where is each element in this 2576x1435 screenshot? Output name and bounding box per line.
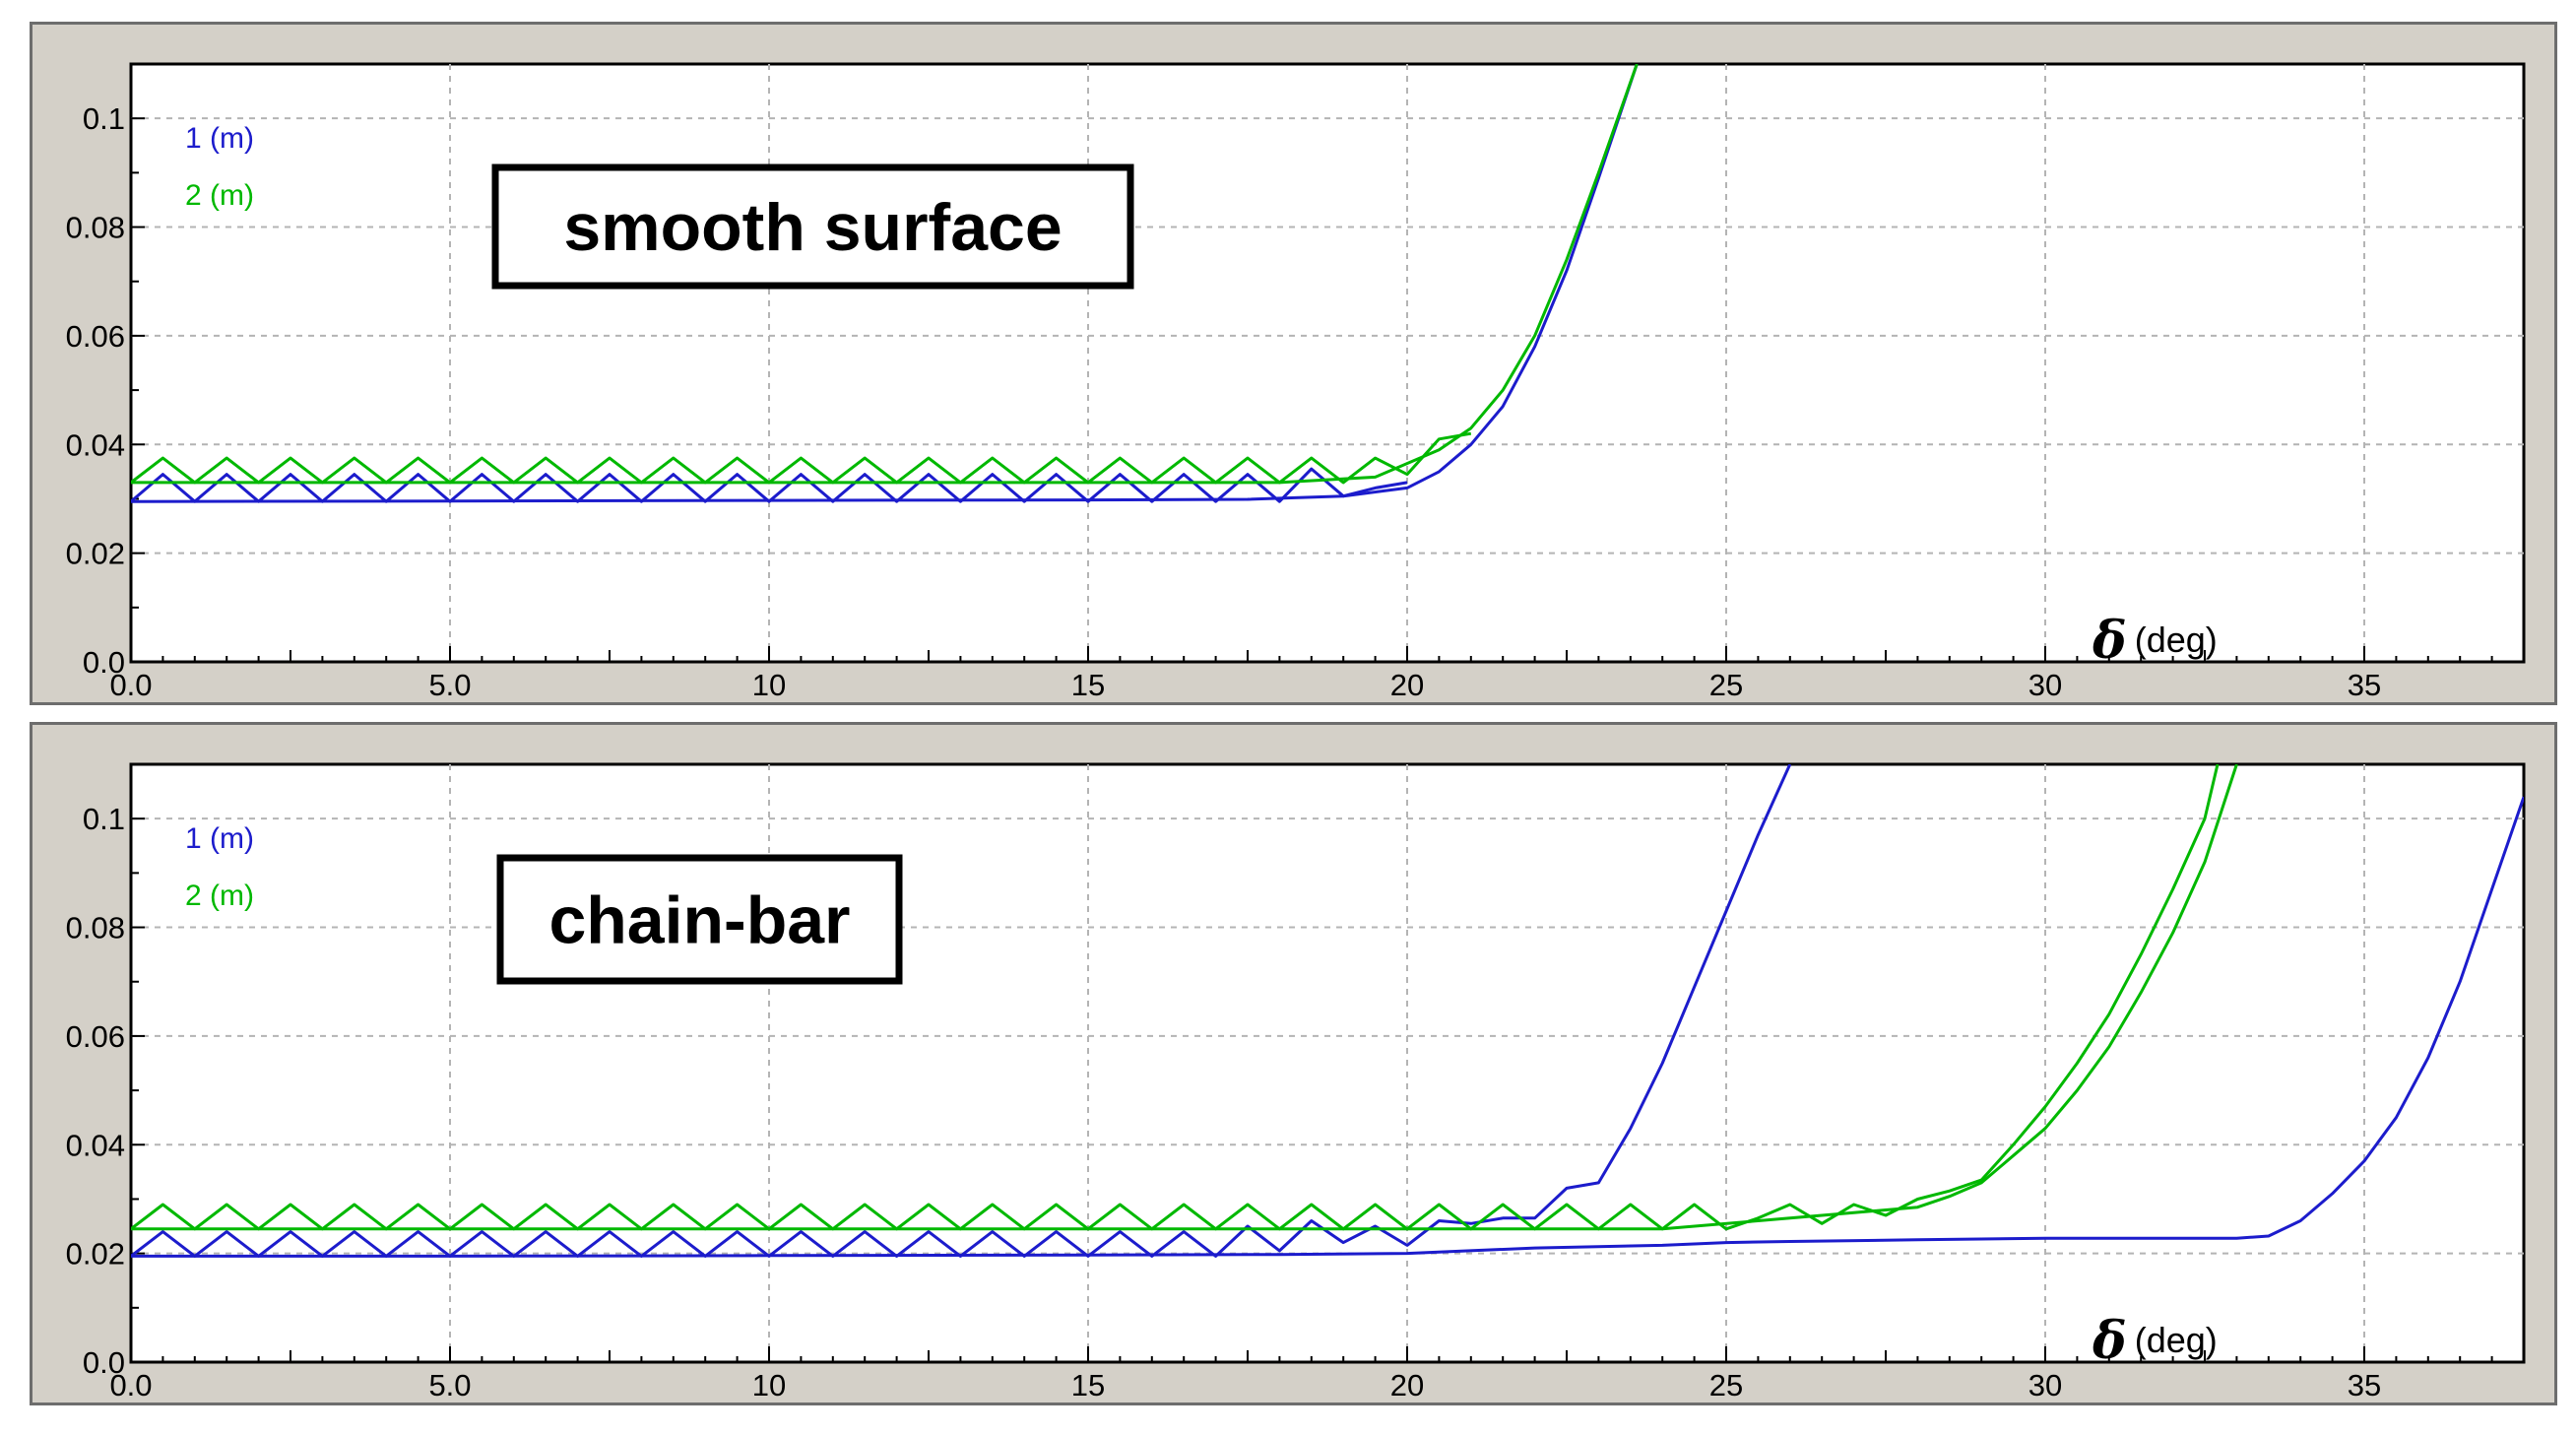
x-axis-label-unit: (deg) [2135,1320,2218,1360]
y-tick-label: 0.06 [66,319,125,354]
chart-panel-chain-bar: 0.0 5.0 10 15 20 25 30 35 0.0 0.02 0.04 0.06 0.08 0.1… [30,722,2557,1405]
legend-entry: 1 (m) [185,822,254,855]
x-tick-label: 30 [2029,668,2062,702]
x-tick-label: 5.0 [428,1368,471,1402]
plot-area [129,762,2526,1364]
x-tick-label: 10 [752,1368,786,1402]
y-tick-label: 0.0 [83,1345,125,1380]
plot-area [129,62,2526,664]
series-line [131,764,1792,1258]
series-line [131,64,1639,503]
x-tick-label: 15 [1071,1368,1105,1402]
chart-svg: 0.0 5.0 10 15 20 25 30 35 0.0 0.02 0.04 0.06 0.08 0.1… [66,762,2526,1402]
series-line [131,431,1472,485]
x-tick-label: 25 [1709,668,1743,702]
x-tick-label: 20 [1390,1368,1424,1402]
chart-title: chain-bar [548,883,850,958]
x-axis-label-symbol: δ [2092,611,2127,671]
x-tick-label: 25 [1709,1368,1743,1402]
y-tick-label: 0.02 [66,1237,125,1272]
series-line [131,764,2220,1231]
chart-svg: 0.0 5.0 10 15 20 25 30 35 0.0 0.02 0.04 0.06 0.08 0.1… [66,62,2526,702]
x-tick-label: 35 [2348,1368,2381,1402]
x-tick-label: 30 [2029,1368,2062,1402]
x-tick-label: 10 [752,668,786,702]
legend-entry: 1 (m) [185,122,254,155]
x-tick-label: 0.0 [109,668,152,702]
y-tick-label: 0.02 [66,537,125,571]
y-tick-label: 0.1 [83,802,125,836]
y-tick-label: 0.08 [66,211,125,245]
chart-panel-smooth-surface: 0.0 5.0 10 15 20 25 30 35 0.0 0.02 0.04 0.06 0.08 0.1… [30,22,2557,705]
x-tick-label: 20 [1390,668,1424,702]
x-tick-label: 5.0 [428,668,471,702]
legend-entry: 2 (m) [185,880,254,912]
x-tick-label: 35 [2348,668,2381,702]
y-tick-label: 0.06 [66,1019,125,1054]
chart-title: smooth surface [563,190,1062,265]
title-box [491,163,1134,290]
x-axis-label-unit: (deg) [2135,620,2218,660]
x-axis-label-symbol: δ [2092,1311,2127,1371]
y-tick-label: 0.04 [66,1128,125,1162]
x-tick-label: 0.0 [109,1368,152,1402]
y-tick-label: 0.08 [66,911,125,946]
y-tick-label: 0.04 [66,427,125,462]
legend-entry: 2 (m) [185,179,254,212]
y-tick-label: 0.1 [83,101,125,136]
title-box [496,854,903,985]
x-tick-label: 15 [1071,668,1105,702]
y-tick-label: 0.0 [83,645,125,680]
